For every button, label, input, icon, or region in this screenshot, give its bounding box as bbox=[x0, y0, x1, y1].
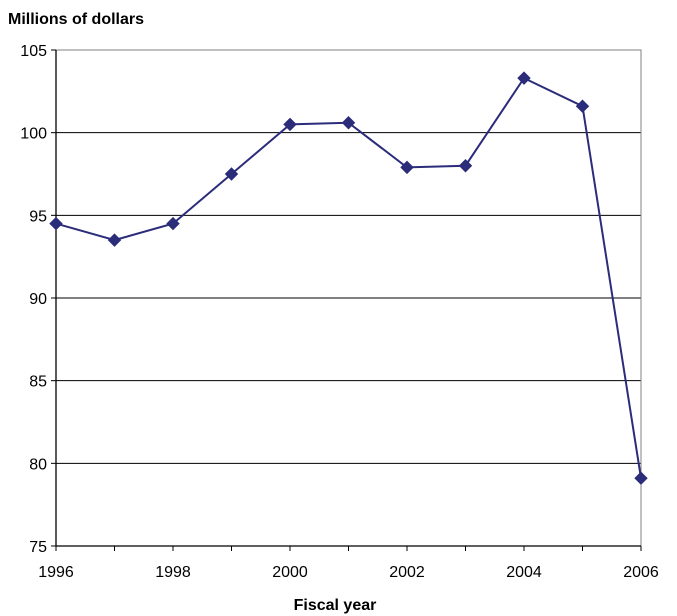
data-point-marker bbox=[166, 216, 180, 231]
x-tick-label: 2006 bbox=[623, 564, 659, 581]
data-point-marker bbox=[341, 116, 356, 130]
data-point-marker bbox=[224, 167, 239, 181]
x-axis-title: Fiscal year bbox=[294, 597, 377, 614]
y-tick-label: 85 bbox=[29, 374, 47, 391]
data-point-marker bbox=[517, 71, 531, 85]
gridlines bbox=[56, 132, 641, 464]
y-tick-label: 80 bbox=[29, 456, 47, 473]
data-point-marker bbox=[400, 160, 414, 175]
y-tick-label: 90 bbox=[29, 291, 47, 308]
data-point-marker bbox=[283, 117, 297, 132]
data-point-marker bbox=[49, 216, 63, 231]
y-tick-label: 105 bbox=[20, 43, 47, 60]
x-tick-label: 2004 bbox=[506, 564, 542, 581]
y-tick-label: 75 bbox=[29, 539, 47, 556]
series-line bbox=[55, 76, 642, 479]
data-point-marker bbox=[458, 159, 473, 173]
x-tick-label: 1996 bbox=[38, 564, 74, 581]
x-tick-label: 1998 bbox=[155, 564, 191, 581]
x-tick-label: 2002 bbox=[389, 564, 425, 581]
x-axis-ticks: 1996 1998 2000 2002 2004 2006 bbox=[38, 546, 659, 581]
series-group bbox=[49, 71, 648, 485]
data-point-marker bbox=[107, 233, 122, 247]
y-tick-label: 95 bbox=[29, 208, 47, 225]
x-tick-label: 2000 bbox=[272, 564, 308, 581]
data-point-marker bbox=[575, 99, 590, 113]
y-tick-label: 100 bbox=[20, 126, 47, 143]
data-point-marker bbox=[634, 471, 648, 485]
y-axis-ticks: 75 80 85 90 95 100 105 bbox=[20, 43, 56, 556]
y-axis-title: Millions of dollars bbox=[8, 11, 144, 28]
